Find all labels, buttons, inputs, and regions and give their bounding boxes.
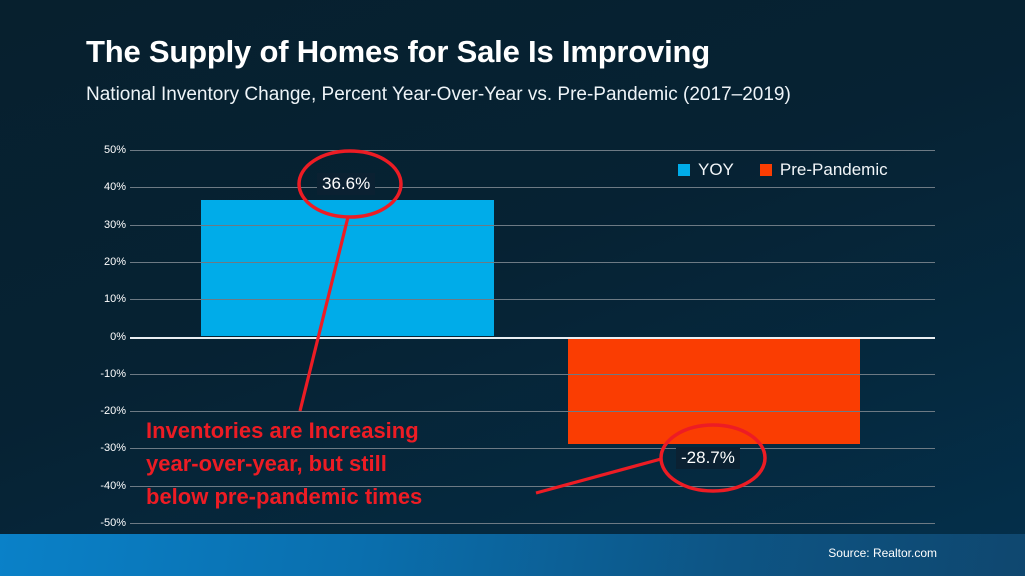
legend-item-yoy[interactable]: YOY	[678, 160, 734, 180]
gridline	[130, 523, 935, 524]
page-title: The Supply of Homes for Sale Is Improvin…	[86, 34, 710, 69]
y-axis-tick-label: -20%	[100, 405, 126, 418]
gridline	[130, 299, 935, 301]
annotation-line-1: Inventories are Increasing	[146, 418, 419, 443]
legend-label-yoy: YOY	[698, 160, 734, 179]
legend-item-pre-pandemic[interactable]: Pre-Pandemic	[759, 160, 888, 180]
y-axis-tick-label: -50%	[100, 517, 126, 529]
y-axis-tick-label: -10%	[100, 367, 126, 380]
y-axis-tick-label: 30%	[103, 218, 126, 231]
gridline	[130, 373, 935, 375]
y-axis-tick-label: 40%	[103, 181, 126, 194]
y-axis: 50% 40% 30% 20% 10% 0% -10% -20% -30% -40% -50%	[74, 144, 126, 529]
y-axis-tick-label: 20%	[103, 255, 126, 268]
bar-pre-pandemic[interactable]	[568, 336, 860, 444]
y-axis-tick-label: -30%	[100, 442, 126, 455]
gridline	[130, 411, 935, 413]
y-axis-tick-label: 10%	[103, 293, 126, 306]
gridline	[130, 150, 935, 151]
legend-label-pre-pandemic: Pre-Pandemic	[779, 160, 888, 179]
gridline	[130, 261, 935, 263]
source-attribution: Source: Realtor.com	[828, 546, 937, 560]
gridline	[130, 187, 935, 189]
legend-swatch-yoy	[678, 164, 690, 176]
gridline	[130, 485, 935, 487]
y-axis-tick-label: -40%	[100, 479, 126, 492]
chart-legend: YOY Pre-Pandemic	[678, 160, 888, 180]
page-subtitle: National Inventory Change, Percent Year-…	[86, 84, 791, 105]
annotation-line-3: below pre-pandemic times	[146, 484, 423, 509]
gridline	[130, 224, 935, 226]
data-label-pre-pandemic: -28.7%	[676, 447, 740, 469]
annotation-line-2: year-over-year, but still	[146, 451, 387, 476]
gridline	[130, 448, 935, 450]
annotation-text: Inventories are Increasing year-over-yea…	[146, 414, 422, 513]
footer-bar: Source: Realtor.com	[0, 534, 1025, 576]
zero-line	[130, 336, 935, 339]
bar-yoy[interactable]	[201, 199, 494, 337]
legend-swatch-pre-pandemic	[759, 164, 772, 176]
y-axis-tick-label: 50%	[103, 144, 126, 156]
data-label-yoy: 36.6%	[317, 173, 376, 195]
y-axis-tick-label: 0%	[110, 330, 126, 343]
